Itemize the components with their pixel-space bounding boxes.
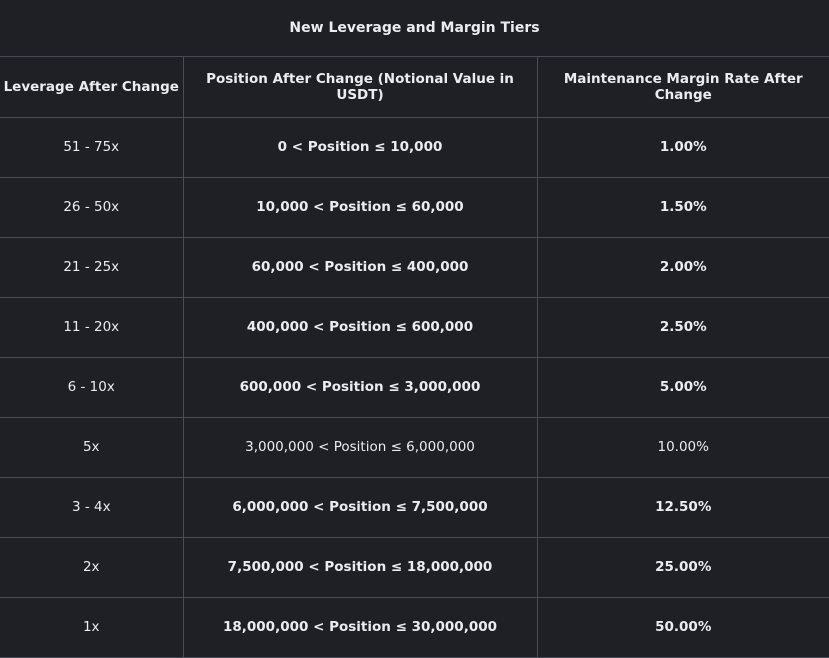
- cell-position: 3,000,000 < Position ≤ 6,000,000: [182, 416, 538, 478]
- header-row: Leverage After Change Position After Cha…: [0, 57, 829, 118]
- table-row: 3 - 4x 6,000,000 < Position ≤ 7,500,000 …: [0, 476, 829, 538]
- cell-leverage: 21 - 25x: [0, 236, 184, 298]
- table-row: 21 - 25x 60,000 < Position ≤ 400,000 2.0…: [0, 236, 829, 298]
- cell-position: 600,000 < Position ≤ 3,000,000: [182, 356, 538, 418]
- cell-leverage: 6 - 10x: [0, 356, 184, 418]
- margin-tiers-table: Leverage After Change Position After Cha…: [0, 57, 829, 658]
- cell-leverage: 11 - 20x: [0, 296, 184, 358]
- cell-mmr: 12.50%: [536, 476, 829, 538]
- cell-position: 60,000 < Position ≤ 400,000: [182, 236, 538, 298]
- cell-mmr: 10.00%: [536, 416, 829, 478]
- table-title: New Leverage and Margin Tiers: [0, 0, 829, 57]
- cell-leverage: 51 - 75x: [0, 116, 184, 178]
- cell-leverage: 2x: [0, 536, 184, 598]
- cell-leverage: 5x: [0, 416, 184, 478]
- cell-mmr: 5.00%: [536, 356, 829, 418]
- cell-mmr: 2.50%: [536, 296, 829, 358]
- cell-position: 7,500,000 < Position ≤ 18,000,000: [182, 536, 538, 598]
- cell-mmr: 1.50%: [536, 176, 829, 238]
- table-row: 11 - 20x 400,000 < Position ≤ 600,000 2.…: [0, 296, 829, 358]
- table-row: 5x 3,000,000 < Position ≤ 6,000,000 10.0…: [0, 416, 829, 478]
- header-leverage: Leverage After Change: [0, 57, 184, 118]
- cell-mmr: 50.00%: [536, 596, 829, 658]
- header-mmr: Maintenance Margin Rate After Change: [536, 57, 829, 118]
- table-row: 1x 18,000,000 < Position ≤ 30,000,000 50…: [0, 596, 829, 658]
- cell-position: 400,000 < Position ≤ 600,000: [182, 296, 538, 358]
- cell-position: 18,000,000 < Position ≤ 30,000,000: [182, 596, 538, 658]
- table-row: 26 - 50x 10,000 < Position ≤ 60,000 1.50…: [0, 176, 829, 238]
- table-row: 51 - 75x 0 < Position ≤ 10,000 1.00%: [0, 116, 829, 178]
- cell-leverage: 1x: [0, 596, 184, 658]
- table-row: 6 - 10x 600,000 < Position ≤ 3,000,000 5…: [0, 356, 829, 418]
- cell-position: 6,000,000 < Position ≤ 7,500,000: [182, 476, 538, 538]
- cell-mmr: 25.00%: [536, 536, 829, 598]
- cell-mmr: 2.00%: [536, 236, 829, 298]
- cell-position: 0 < Position ≤ 10,000: [182, 116, 538, 178]
- table-row: 2x 7,500,000 < Position ≤ 18,000,000 25.…: [0, 536, 829, 598]
- header-position: Position After Change (Notional Value in…: [182, 57, 538, 118]
- cell-leverage: 3 - 4x: [0, 476, 184, 538]
- cell-mmr: 1.00%: [536, 116, 829, 178]
- cell-leverage: 26 - 50x: [0, 176, 184, 238]
- cell-position: 10,000 < Position ≤ 60,000: [182, 176, 538, 238]
